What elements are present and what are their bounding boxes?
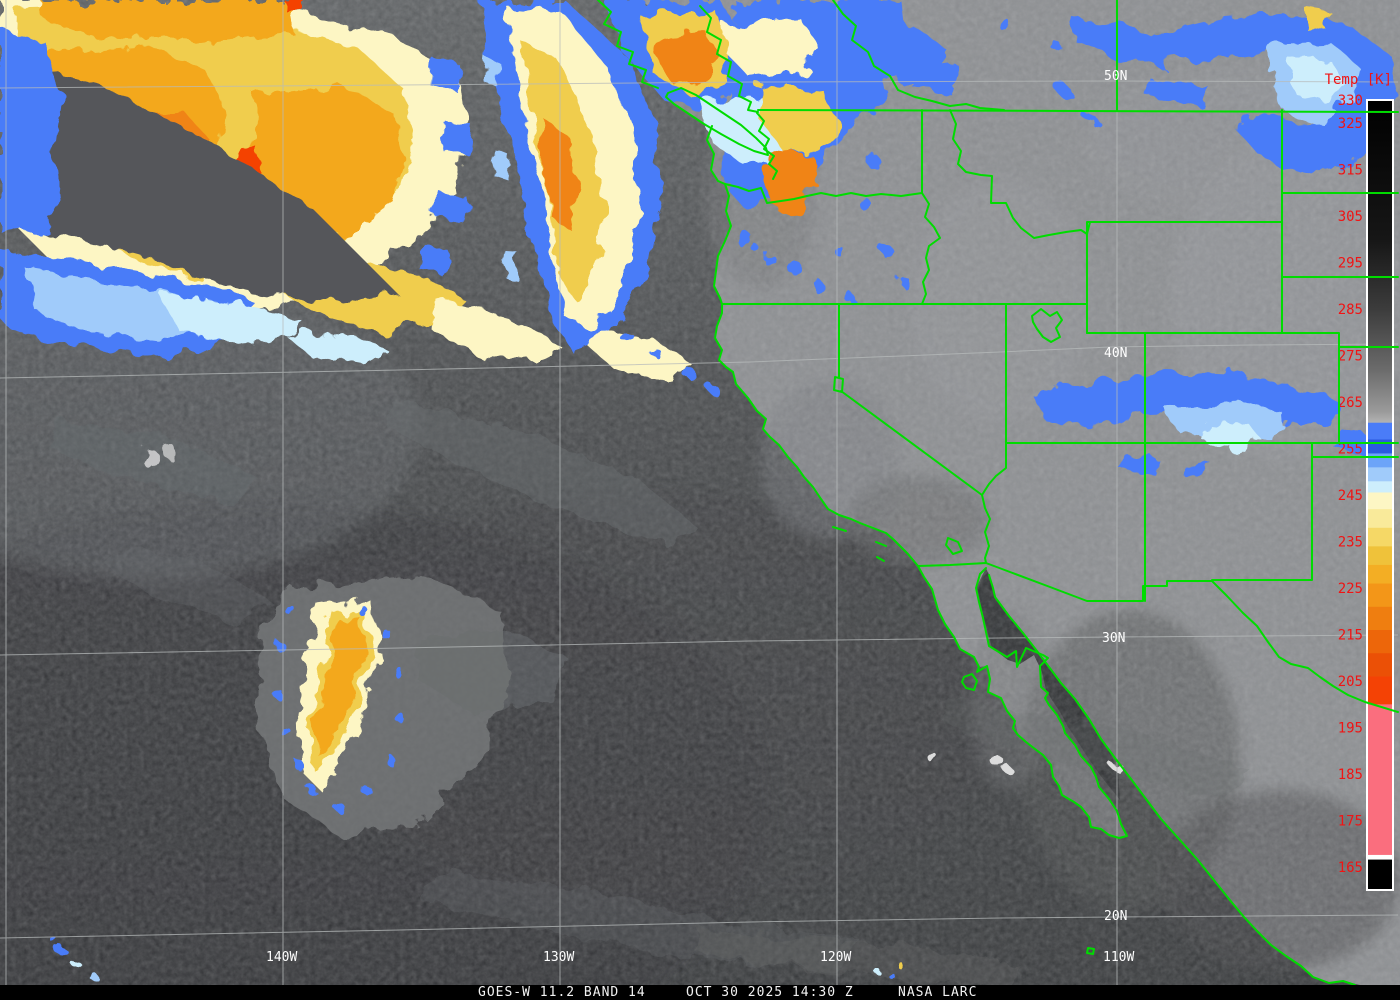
colorbar-tick-205: 205 [1338, 674, 1363, 690]
island-marker [1086, 947, 1095, 955]
colorbar-tick-labels: 330 325 315 305 295 285 275 265 255 245 235 225 215 2… [1338, 93, 1363, 876]
us-mexico-border-rio-grande [917, 562, 1399, 713]
colorbar: 330 325 315 305 295 285 275 265 255 245 235 225 215 2… [1325, 72, 1394, 891]
colorbar-title: Temp [K] [1325, 72, 1392, 88]
caption-instrument: GOES-W 11.2 BAND 14 [478, 985, 646, 1000]
caption-datetime: OCT 30 2025 14:30 Z [686, 985, 854, 1000]
great-salt-lake [1031, 308, 1063, 343]
colorbar-tick-295: 295 [1338, 256, 1363, 272]
texas-oklahoma-borders [1211, 442, 1399, 581]
pacific-coastline [706, 125, 919, 567]
lat-label-30n: 30N [1102, 631, 1125, 646]
colorbar-tick-285: 285 [1338, 302, 1363, 318]
lon-label-140w: 140W [266, 950, 297, 965]
colorbar-tick-215: 215 [1338, 627, 1363, 643]
lon-label-130w: 130W [543, 950, 574, 965]
gulf-of-alaska-storm [0, 0, 560, 366]
colorbar-tick-305: 305 [1338, 209, 1363, 225]
map-borders [597, 0, 1399, 985]
canada-border-49n [757, 109, 1399, 113]
colorbar-tick-195: 195 [1338, 720, 1363, 736]
caption-credit: NASA LARC [898, 985, 978, 1000]
salton-sea [945, 537, 963, 555]
marine-cloud-streaks [50, 400, 1250, 985]
vancouver-island-coastline [665, 87, 769, 156]
coastal-frontal-band [482, 0, 910, 393]
lake-tahoe [833, 376, 844, 393]
utah-borders [1005, 303, 1146, 444]
grid-labels: 50N 40N 30N 20N 140W 130W 120W 110W [266, 69, 1134, 965]
california-nevada-border [838, 303, 983, 496]
lat-label-50n: 50N [1104, 69, 1127, 84]
colorado-nebraska-kansas-borders [1281, 332, 1399, 444]
puget-sound-coastline [756, 112, 778, 180]
colorbar-tick-325: 325 [1338, 116, 1363, 132]
colorbar-tick-165: 165 [1338, 860, 1363, 876]
lon-label-120w: 120W [820, 950, 851, 965]
mexico-mainland-coastline [988, 574, 1356, 985]
colorbar-tick-225: 225 [1338, 581, 1363, 597]
caption-bar: GOES-W 11.2 BAND 14 OCT 30 2025 14:30 Z … [0, 985, 1400, 1000]
lon-label-110w: 110W [1103, 950, 1134, 965]
colorbar-tick-235: 235 [1338, 535, 1363, 551]
colorbar-tick-265: 265 [1338, 395, 1363, 411]
dakota-borders [1281, 192, 1399, 278]
colorbar-tick-245: 245 [1338, 488, 1363, 504]
tropical-storm-cell [51, 575, 908, 981]
idaho-montana-border [949, 109, 1091, 239]
channel-islands [832, 526, 887, 562]
colorbar-tick-255: 255 [1338, 442, 1363, 458]
baja-california-coastline [917, 565, 1128, 839]
colorbar-tick-175: 175 [1338, 813, 1363, 829]
bc-alberta-border [832, 0, 1005, 111]
colorbar-tick-275: 275 [1338, 349, 1363, 365]
wyoming-borders [1086, 109, 1283, 334]
lat-label-40n: 40N [1104, 346, 1127, 361]
colorbar-tick-185: 185 [1338, 767, 1363, 783]
isla-tiburon [961, 673, 978, 691]
washington-oregon-border [724, 183, 923, 204]
bc-fjord-coastline [597, 0, 759, 113]
colorbar-tick-315: 315 [1338, 163, 1363, 179]
lat-label-20n: 20N [1104, 909, 1127, 924]
nevada-arizona-colorado-river [981, 442, 1007, 564]
colorbar-scale [1366, 99, 1394, 891]
washington-idaho-border [921, 109, 941, 305]
colorbar-tick-330: 330 [1338, 93, 1363, 109]
